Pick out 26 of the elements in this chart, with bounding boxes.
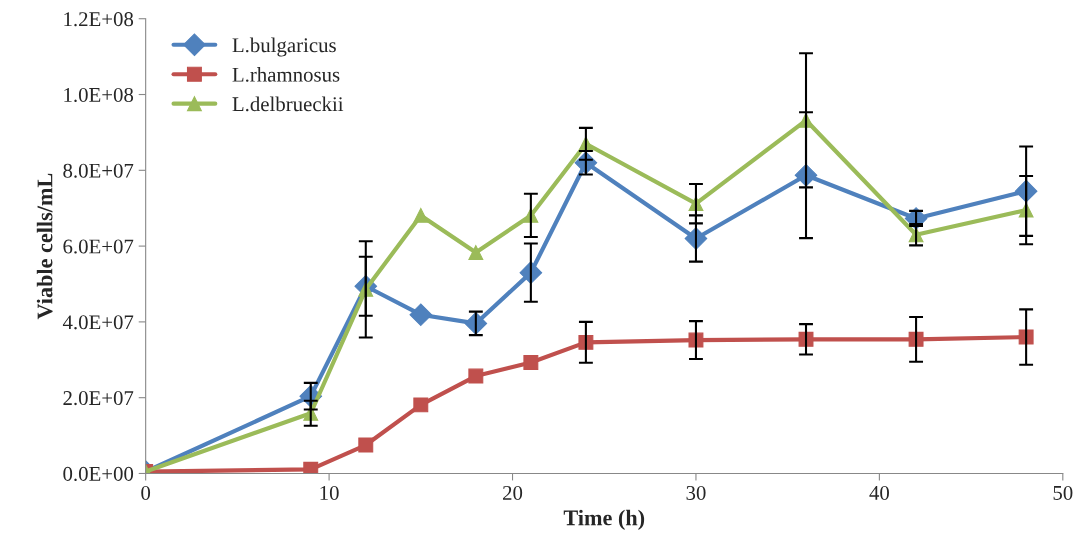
point bbox=[523, 354, 539, 370]
point bbox=[413, 397, 429, 413]
point bbox=[468, 368, 484, 384]
y-tick-label: 8.0E+07 bbox=[63, 163, 134, 178]
x-tick-label: 0 bbox=[141, 485, 151, 500]
y-tick-label: 1.0E+08 bbox=[64, 87, 134, 103]
legend-label: L.delbrueckii bbox=[232, 96, 344, 112]
y-axis-title: Viable cells/mL bbox=[36, 173, 53, 320]
y-tick-label: 6.0E+07 bbox=[63, 239, 134, 254]
point bbox=[413, 207, 429, 223]
x-tick-label: 20 bbox=[503, 485, 523, 500]
x-tick-label: 30 bbox=[686, 485, 706, 500]
x-tick-label: 50 bbox=[1053, 485, 1073, 500]
legend-label: L.bulgaricus bbox=[232, 37, 336, 57]
point bbox=[409, 303, 433, 327]
y-tick-label: 4.0E+07 bbox=[62, 315, 134, 330]
y-tick-label: 2.0E+07 bbox=[63, 391, 134, 406]
point bbox=[468, 245, 484, 261]
legend-label: L.rhamnosus bbox=[232, 67, 340, 82]
x-tick-label: 10 bbox=[320, 485, 339, 500]
point bbox=[303, 461, 319, 474]
x-axis-title: Time (h) bbox=[563, 509, 645, 530]
y-tick-label: 1.2E+08 bbox=[64, 12, 134, 27]
y-tick-label: 0.0E+00 bbox=[63, 466, 134, 481]
point bbox=[358, 437, 374, 453]
x-tick-label: 40 bbox=[869, 485, 890, 500]
